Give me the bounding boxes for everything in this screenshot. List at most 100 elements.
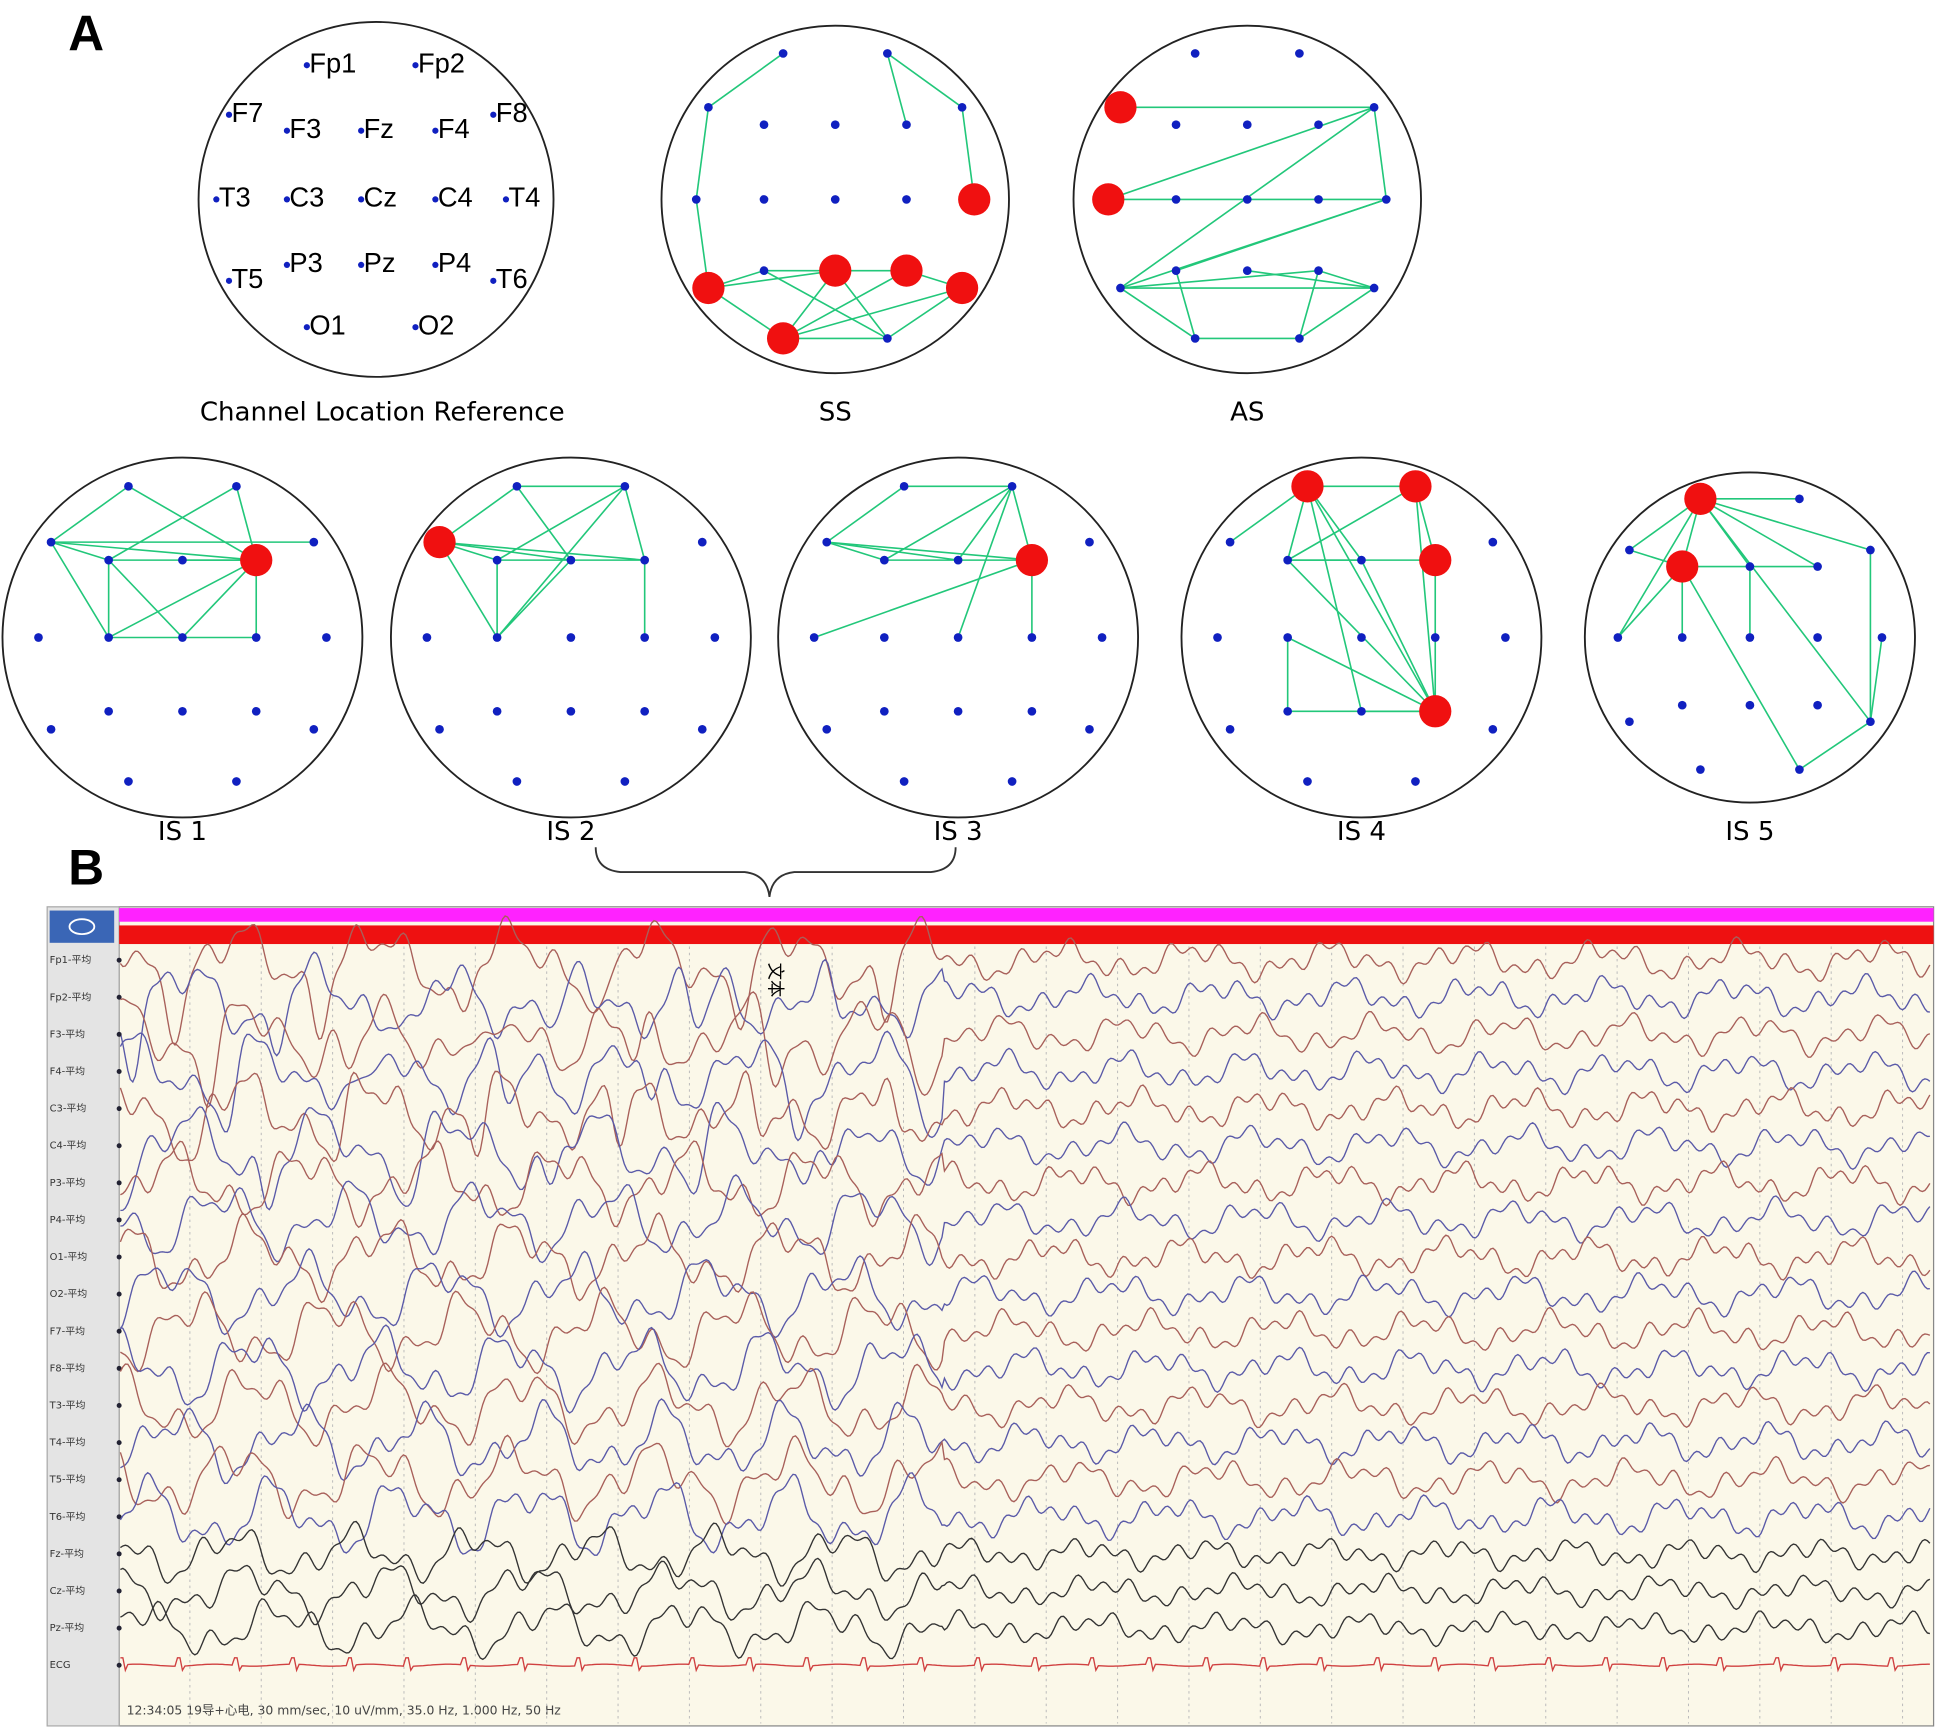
channel-label: F3-平均 bbox=[50, 1028, 85, 1040]
connection bbox=[826, 485, 905, 543]
electrode-dot bbox=[309, 537, 319, 547]
electrode-dot bbox=[492, 633, 502, 642]
electrode-dot bbox=[1097, 633, 1107, 642]
head bbox=[1583, 471, 1916, 804]
connection bbox=[826, 541, 885, 561]
electrode-dot bbox=[1625, 717, 1634, 727]
hub-node bbox=[766, 322, 800, 355]
electrode-dot bbox=[1677, 633, 1687, 642]
channel-label: F7-平均 bbox=[50, 1325, 85, 1337]
electrode-dot bbox=[358, 127, 365, 134]
hub-node bbox=[423, 525, 456, 559]
electrode-dot bbox=[1225, 537, 1235, 547]
hub-node bbox=[1291, 470, 1324, 503]
electrode-dot bbox=[124, 777, 133, 786]
connection bbox=[496, 485, 626, 639]
eeg-trace bbox=[119, 1362, 1931, 1448]
panel-label: B bbox=[68, 839, 104, 895]
eeg-trace bbox=[120, 1286, 1931, 1375]
head bbox=[197, 21, 555, 378]
connection bbox=[957, 486, 1013, 638]
electrode-label: Fp2 bbox=[418, 47, 465, 78]
connection bbox=[1108, 106, 1375, 201]
electrode-dot bbox=[822, 537, 832, 547]
electrode-label: P4 bbox=[438, 247, 471, 278]
channel-marker bbox=[116, 1365, 122, 1371]
electrode-dot bbox=[879, 555, 889, 565]
electrode-dot bbox=[1369, 102, 1379, 112]
electrode-dot bbox=[283, 261, 291, 268]
electrode-label: O2 bbox=[418, 309, 454, 340]
eeg-trace bbox=[120, 1594, 1931, 1661]
connection bbox=[1306, 486, 1363, 712]
electrode-dot bbox=[691, 195, 701, 204]
electrode-dot bbox=[899, 481, 909, 491]
electrode-dot bbox=[778, 49, 788, 58]
electrode-label: Pz bbox=[364, 247, 396, 278]
head bbox=[1, 456, 364, 819]
eeg-trace bbox=[120, 1174, 1931, 1267]
eeg-trace bbox=[119, 1434, 1930, 1526]
connection bbox=[708, 269, 836, 289]
channel-marker bbox=[116, 1143, 122, 1149]
connection bbox=[782, 269, 907, 340]
eeg-trace bbox=[120, 1101, 1930, 1212]
electrode-dot bbox=[1190, 334, 1200, 343]
channel-marker bbox=[116, 1551, 122, 1557]
electrode-dot bbox=[232, 777, 241, 786]
electrode-dot bbox=[1745, 633, 1755, 642]
channel-marker bbox=[116, 1291, 122, 1297]
eeg-trace bbox=[119, 951, 1930, 1084]
electrode-dot bbox=[1116, 283, 1125, 293]
electrode-dot bbox=[566, 633, 576, 642]
eeg-trace bbox=[120, 1324, 1930, 1414]
channel-label: T3-平均 bbox=[49, 1399, 86, 1411]
electrode-dot bbox=[1795, 494, 1804, 504]
electrode-dot bbox=[640, 555, 650, 565]
electrode-dot bbox=[759, 120, 769, 130]
channel-label: C3-平均 bbox=[50, 1103, 87, 1115]
connection bbox=[1298, 270, 1320, 339]
electrode-dot bbox=[1242, 195, 1252, 204]
electrode-dot bbox=[1613, 633, 1623, 642]
channel-label: Fp1-平均 bbox=[50, 954, 92, 966]
hub-node bbox=[945, 271, 979, 305]
channel-label: T6-平均 bbox=[49, 1511, 86, 1523]
electrode-dot bbox=[953, 706, 963, 716]
connection bbox=[1414, 486, 1437, 712]
electrode-dot bbox=[1085, 724, 1094, 734]
electrode-label: F4 bbox=[438, 113, 470, 144]
electrode-label: C4 bbox=[438, 182, 473, 213]
electrode-dot bbox=[1314, 266, 1323, 275]
electrode-dot bbox=[358, 196, 365, 203]
channel-label: Cz-平均 bbox=[50, 1585, 86, 1597]
electrode-dot bbox=[1745, 700, 1755, 710]
connection bbox=[1798, 721, 1871, 771]
eeg-trace bbox=[119, 1212, 1931, 1304]
connection bbox=[128, 485, 257, 561]
channel-label: O1-平均 bbox=[50, 1251, 88, 1263]
channel-marker bbox=[116, 1588, 122, 1594]
channel-marker bbox=[116, 1440, 122, 1446]
channel-marker bbox=[116, 1180, 122, 1186]
electrode-dot bbox=[178, 706, 187, 716]
electrode-dot bbox=[1242, 266, 1252, 275]
electrode-dot bbox=[710, 633, 720, 642]
electrode-dot bbox=[1295, 334, 1304, 343]
header-bar bbox=[119, 908, 1934, 922]
eeg-background bbox=[118, 906, 1935, 1727]
channel-marker bbox=[116, 1254, 122, 1260]
electrode-dot bbox=[620, 777, 630, 786]
connection bbox=[813, 559, 1033, 639]
electrode-label: T3 bbox=[219, 182, 251, 213]
connection bbox=[1120, 269, 1319, 289]
electrode-dot bbox=[1242, 120, 1252, 130]
electrode-dot bbox=[704, 102, 713, 112]
eeg-trace bbox=[119, 1247, 1930, 1339]
eeg-trace bbox=[119, 1471, 1931, 1556]
electrode-dot bbox=[422, 633, 432, 642]
electrode-dot bbox=[303, 324, 310, 331]
connection bbox=[1700, 498, 1871, 551]
hub-node bbox=[958, 183, 991, 216]
head bbox=[660, 24, 1010, 375]
